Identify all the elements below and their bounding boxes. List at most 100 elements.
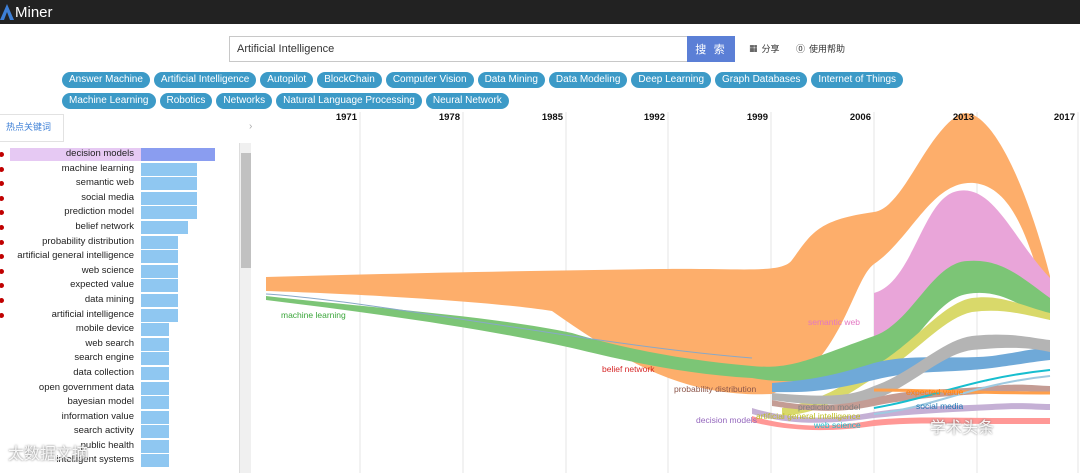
keyword-frequency-bar [141, 177, 198, 191]
keyword-label: web science [81, 264, 134, 276]
keyword-row[interactable]: data mining [0, 293, 240, 308]
keyword-frequency-bar [141, 235, 178, 249]
keyword-frequency-bar [141, 264, 178, 278]
stream-web-science[interactable] [873, 369, 1051, 409]
keyword-row[interactable]: information value [0, 410, 240, 425]
share-link[interactable]: ▦ 分享 [749, 42, 780, 56]
stream-expected-value[interactable] [873, 388, 1051, 395]
search-button[interactable]: 搜 索 [687, 36, 735, 62]
stream-label: prediction model [798, 402, 860, 412]
keyword-row[interactable]: prediction model [0, 205, 240, 220]
hot-keywords-tab[interactable]: 热点关键词 [0, 114, 64, 142]
keyword-label: semantic web [75, 177, 134, 189]
keyword-label: data mining [84, 293, 134, 305]
tag-internet-of-things[interactable]: Internet of Things [811, 72, 904, 88]
stream-machine-learning[interactable] [266, 260, 1050, 382]
keyword-frequency-bar [141, 206, 198, 220]
keyword-frequency-bar [141, 162, 198, 176]
year-label: 1978 [439, 112, 460, 123]
tag-data-mining[interactable]: Data Mining [477, 72, 545, 88]
keyword-row[interactable]: bayesian model [0, 395, 240, 410]
keyword-marker-dot [0, 283, 4, 289]
tag-machine-learning[interactable]: Machine Learning [62, 93, 156, 109]
keyword-row[interactable]: search engine [0, 351, 240, 366]
keyword-row[interactable]: intelligent systems [0, 453, 240, 468]
watermark-right: 学术头条 [930, 418, 995, 437]
keyword-frequency-bar [141, 220, 188, 234]
stream-artificial-intelligence[interactable] [266, 113, 1050, 395]
stream-belief-network[interactable] [752, 416, 1050, 431]
tag-row-2: Machine Learning Robotics Networks Natural … [62, 93, 982, 111]
tag-autopilot[interactable]: Autopilot [260, 72, 314, 88]
keyword-frequency-bar [141, 279, 178, 293]
keyword-row[interactable]: open government data [0, 381, 240, 396]
stream-prediction-model[interactable] [772, 334, 1050, 405]
keyword-label: machine learning [61, 162, 134, 174]
scrollbar-thumb[interactable] [241, 153, 251, 268]
keyword-row[interactable]: search activity [0, 424, 240, 439]
keyword-row[interactable]: belief network [0, 220, 240, 235]
stream-label: web science [813, 420, 861, 430]
tag-neural-network[interactable]: Neural Network [425, 93, 509, 109]
keyword-marker-dot [0, 239, 4, 245]
tag-natural-language-processing[interactable]: Natural Language Processing [276, 93, 422, 109]
keyword-row[interactable]: machine learning [0, 162, 240, 177]
stream-label: decision models [696, 415, 757, 425]
help-link[interactable]: ⓪ 使用帮助 [796, 42, 845, 55]
keyword-frequency-bar [141, 410, 170, 424]
tag-graph-databases[interactable]: Graph Databases [715, 72, 808, 88]
share-label: 分享 [761, 45, 780, 55]
keyword-row[interactable]: expected value [0, 278, 240, 293]
keyword-frequency-bar [141, 396, 170, 410]
keyword-label: web search [85, 337, 134, 349]
keyword-label: open government data [38, 381, 134, 393]
search-input[interactable] [229, 36, 687, 62]
keyword-label: artificial general intelligence [17, 250, 134, 262]
keyword-label: intelligent systems [56, 454, 134, 466]
tag-deep-learning[interactable]: Deep Learning [631, 72, 712, 88]
tag-data-modeling[interactable]: Data Modeling [548, 72, 628, 88]
stream-artificial-general-intelligence[interactable] [782, 297, 1050, 416]
stream-thin-blue[interactable] [873, 375, 1051, 415]
keyword-marker-dot [0, 254, 4, 260]
stream-decision-models[interactable] [752, 403, 1050, 423]
tag-answer-machine[interactable]: Answer Machine [62, 72, 150, 88]
help-icon: ⓪ [796, 45, 806, 55]
year-label: 1971 [336, 112, 358, 123]
help-label: 使用帮助 [809, 45, 846, 55]
chevron-right-icon[interactable]: › [249, 121, 253, 132]
tag-robotics[interactable]: Robotics [159, 93, 213, 109]
keyword-frequency-bar [141, 148, 215, 161]
stream-label: machine learning [281, 310, 346, 320]
keyword-row[interactable]: web science [0, 264, 240, 279]
keyword-row[interactable]: probability distribution [0, 235, 240, 250]
share-icon: ▦ [749, 43, 758, 54]
keyword-frequency-bar [141, 191, 198, 205]
tag-artificial-intelligence[interactable]: Artificial Intelligence [153, 72, 257, 88]
tag-computer-vision[interactable]: Computer Vision [385, 72, 474, 88]
keyword-row[interactable]: artificial general intelligence [0, 249, 240, 264]
keyword-row[interactable]: mobile device [0, 322, 240, 337]
watermark-left: 太数据文摘 [8, 444, 89, 463]
keyword-trend-streamgraph: machine learning belief network probabilit… [265, 112, 1079, 473]
keyword-row[interactable]: public health [0, 439, 240, 454]
keyword-row[interactable]: social media [0, 191, 240, 206]
keyword-row[interactable]: decision models [0, 147, 240, 162]
keyword-row[interactable]: artificial intelligence [0, 308, 240, 323]
keyword-label: social media [81, 191, 134, 203]
keyword-frequency-bar [141, 454, 170, 468]
tag-networks[interactable]: Networks [216, 93, 273, 109]
keyword-label: artificial intelligence [51, 308, 134, 320]
keyword-row[interactable]: data collection [0, 366, 240, 381]
keyword-row[interactable]: web search [0, 337, 240, 352]
keyword-label: bayesian model [67, 396, 134, 408]
keyword-marker-dot [0, 312, 4, 318]
keyword-scrollbar[interactable] [239, 143, 251, 473]
tag-blockchain[interactable]: BlockChain [317, 72, 382, 88]
top-bar: Miner [0, 0, 1080, 24]
keyword-row[interactable]: semantic web [0, 176, 240, 191]
year-label: 2013 [953, 112, 974, 123]
keyword-marker-dot [0, 195, 4, 201]
year-label: 2006 [850, 112, 871, 123]
aminer-logo[interactable]: Miner [0, 2, 53, 22]
